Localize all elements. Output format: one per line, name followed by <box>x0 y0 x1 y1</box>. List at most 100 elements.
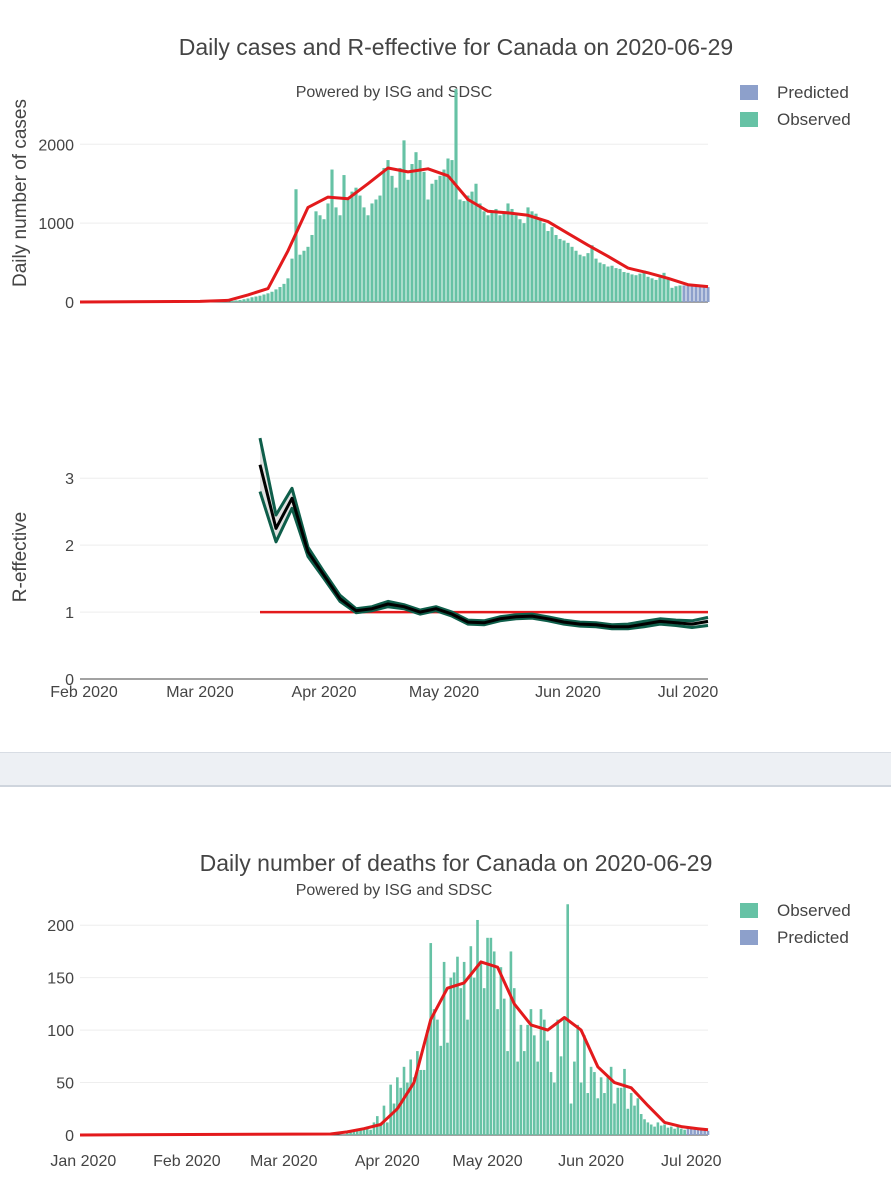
bar-observed <box>522 223 526 302</box>
bar-predicted <box>696 1129 700 1135</box>
bar-observed <box>586 253 590 302</box>
bar-observed <box>416 1051 419 1135</box>
bar-observed <box>526 1024 529 1135</box>
bar-observed <box>678 285 682 302</box>
bar-observed <box>476 919 479 1135</box>
legend-label-predicted: Predicted <box>777 928 849 947</box>
bar-observed <box>606 1077 610 1135</box>
bar-observed <box>603 1093 606 1135</box>
bar-observed <box>558 238 562 302</box>
bar-observed <box>582 256 586 302</box>
trend-line <box>79 166 709 304</box>
reff-lines <box>258 437 709 631</box>
legend-swatch-predicted <box>740 85 758 100</box>
bar-observed <box>653 1126 656 1135</box>
bar-observed <box>602 264 606 302</box>
bar-observed <box>459 988 463 1135</box>
bar-observed <box>374 199 378 302</box>
bar-observed <box>474 183 478 302</box>
bar-observed <box>286 278 290 302</box>
bar-predicted <box>690 286 694 302</box>
bar-observed <box>496 1009 499 1135</box>
bar-observed <box>559 1056 563 1135</box>
bar-predicted <box>706 287 710 302</box>
bar-observed <box>254 296 258 302</box>
bar-observed <box>576 1024 580 1135</box>
bar-observed <box>626 1108 630 1135</box>
bar-observed <box>298 254 302 302</box>
bar-observed <box>599 1077 603 1135</box>
bar-observed <box>389 1084 392 1135</box>
y-tick-label: 0 <box>65 672 74 689</box>
deaths-chart-title: Daily number of deaths for Canada on 202… <box>200 850 713 876</box>
bar-observed <box>436 1019 439 1135</box>
legend-item-observed[interactable]: Observed <box>740 110 851 129</box>
bar-observed <box>659 1125 663 1135</box>
cases-chart-title: Daily cases and R-effective for Canada o… <box>179 34 733 60</box>
bar-observed <box>482 988 486 1135</box>
x-tick-label: Jun 2020 <box>558 1153 624 1170</box>
bar-observed <box>618 268 622 302</box>
bar-observed <box>394 187 398 302</box>
bar-observed <box>302 250 306 302</box>
bar-observed <box>574 250 578 302</box>
bar-observed <box>492 951 496 1135</box>
bar-observed <box>362 207 366 302</box>
bar-observed <box>426 1030 429 1135</box>
bar-observed <box>366 215 370 302</box>
legend-item-predicted[interactable]: Predicted <box>740 928 849 947</box>
x-tick-label: Mar 2020 <box>166 684 234 701</box>
bar-observed <box>352 1131 356 1135</box>
bar-observed <box>594 258 598 302</box>
bar-observed <box>516 1061 519 1135</box>
bar-observed <box>270 291 274 302</box>
bar-observed <box>349 1131 352 1135</box>
x-tick-label: Feb 2020 <box>50 684 118 701</box>
bar-observed <box>386 1122 389 1135</box>
bar-predicted <box>706 1130 710 1135</box>
bar-observed <box>526 207 530 302</box>
bar-predicted <box>689 1128 693 1135</box>
legend-swatch-observed <box>740 112 758 127</box>
bar-observed <box>609 1066 613 1135</box>
bar-observed <box>589 1066 593 1135</box>
x-tick-label: Feb 2020 <box>153 1153 221 1170</box>
bar-observed <box>472 977 476 1135</box>
bar-observed <box>616 1087 620 1135</box>
deaths-legend[interactable]: Observed Predicted <box>740 901 851 947</box>
legend-item-predicted[interactable]: Predicted <box>740 83 849 102</box>
bar-observed <box>538 219 542 302</box>
y-tick-label: 0 <box>65 295 74 312</box>
legend-item-observed[interactable]: Observed <box>740 901 851 920</box>
bar-observed <box>365 1126 369 1135</box>
bar-observed <box>446 158 450 302</box>
bar-observed <box>639 1114 643 1135</box>
bar-observed <box>530 211 534 302</box>
bar-observed <box>614 268 618 302</box>
bar-observed <box>409 1059 413 1135</box>
deaths-bars <box>345 904 710 1135</box>
cases-y-ticks: 0 1000 2000 <box>38 137 74 312</box>
bar-observed <box>362 1127 366 1135</box>
section-divider <box>0 752 891 787</box>
bar-observed <box>234 300 238 302</box>
bar-observed <box>498 215 502 302</box>
bar-observed <box>430 183 434 302</box>
x-tick-label: Jul 2020 <box>661 1153 722 1170</box>
bar-observed <box>502 213 506 302</box>
bar-observed <box>490 211 494 302</box>
bar-observed <box>418 160 422 302</box>
bar-observed <box>469 946 473 1135</box>
bar-observed <box>274 289 278 302</box>
bar-observed <box>290 258 294 302</box>
bar-observed <box>622 272 626 302</box>
bar-observed <box>613 1103 616 1135</box>
bar-observed <box>346 199 350 302</box>
bar-observed <box>676 1126 680 1135</box>
bar-observed <box>354 187 358 302</box>
cases-and-reff-figure: Daily cases and R-effective for Canada o… <box>10 34 851 701</box>
bar-observed <box>426 199 430 302</box>
cases-legend[interactable]: Predicted Observed <box>740 83 851 129</box>
legend-label-observed: Observed <box>777 901 851 920</box>
bar-observed <box>539 1009 543 1135</box>
